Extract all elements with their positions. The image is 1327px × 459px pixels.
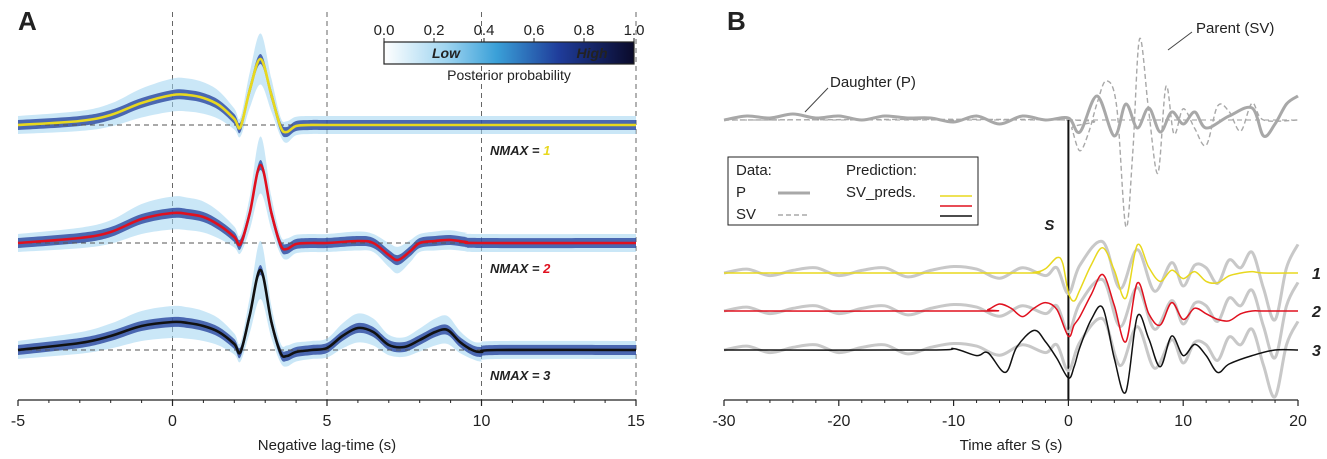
prediction-trace-2	[723, 273, 1298, 343]
series-line-nmax-3	[17, 268, 637, 359]
colorbar-tick-label: 0.0	[374, 22, 395, 39]
series-label-nmax-1: NMAX = 1	[490, 143, 550, 158]
colorbar-title: Posterior probability	[447, 67, 571, 83]
daughter-pointer	[804, 87, 829, 113]
legend-data-title: Data:	[736, 162, 772, 179]
colorbar-tick-label: 0.8	[574, 22, 595, 39]
observed-p-trace	[723, 316, 1300, 399]
colorbar-low-label: Low	[432, 45, 461, 61]
parent-sv-trace	[723, 37, 1299, 228]
series-line-nmax-1	[17, 57, 636, 134]
prediction-trace-3	[723, 305, 1299, 394]
x-tick-label: -5	[11, 413, 25, 430]
panel-letter-a: A	[18, 6, 37, 36]
series-label-index: 3	[543, 368, 551, 383]
posterior-band-core	[18, 264, 636, 362]
legend-data-sv: SV	[736, 206, 756, 223]
legend-pred-label: SV_preds.	[846, 184, 916, 201]
parent-pointer	[1167, 31, 1193, 51]
colorbar	[383, 41, 635, 65]
series-line-nmax-2	[17, 163, 637, 262]
observed-p-trace	[723, 277, 1300, 360]
posterior-band-core	[18, 160, 636, 266]
panel-b: B Daughter (P) Parent (SV) S Data: P SV Predict…	[712, 6, 1321, 454]
x-tick-label: 10	[473, 413, 491, 430]
daughter-annotation: Daughter (P)	[830, 74, 916, 91]
trace-label-2: 2	[1311, 304, 1321, 321]
x-tick-label: 0	[168, 413, 177, 430]
x-tick-label-b: -30	[712, 413, 735, 430]
series-label-nmax-2: NMAX = 2	[490, 261, 551, 276]
colorbar-tick-label: 0.4	[474, 22, 495, 39]
series-label-prefix: NMAX =	[490, 261, 543, 276]
trace-label-3: 3	[1312, 343, 1321, 360]
x-axis-label: Negative lag-time (s)	[258, 437, 396, 454]
posterior-band-core	[18, 53, 636, 138]
posterior-band-outer	[18, 240, 636, 367]
prediction-trace-1	[723, 243, 1299, 302]
parent-annotation: Parent (SV)	[1196, 20, 1274, 37]
trace-label-1: 1	[1312, 266, 1321, 283]
s-marker-label: S	[1044, 217, 1054, 234]
colorbar-tick-label: 0.6	[524, 22, 545, 39]
x-tick-label: 15	[627, 413, 645, 430]
legend-box	[727, 156, 979, 226]
series-label-prefix: NMAX =	[490, 368, 543, 383]
series-label-index: 1	[543, 143, 550, 158]
x-tick-label-b: 0	[1064, 413, 1073, 430]
panel-letter-b: B	[727, 6, 746, 36]
legend-pred-title: Prediction:	[846, 162, 917, 179]
x-tick-label-b: 10	[1174, 413, 1192, 430]
legend-data-p: P	[736, 184, 746, 201]
series-label-prefix: NMAX =	[490, 143, 543, 158]
colorbar-high-label: High	[576, 45, 607, 61]
series-label-index: 2	[542, 261, 551, 276]
x-tick-label-b: 20	[1289, 413, 1307, 430]
x-axis-label-b: Time after S (s)	[960, 437, 1063, 454]
x-tick-label-b: -20	[827, 413, 850, 430]
daughter-p-trace	[723, 94, 1299, 138]
x-tick-label-b: -10	[942, 413, 965, 430]
series-label-nmax-3: NMAX = 3	[490, 368, 551, 383]
colorbar-tick-label: 0.2	[424, 22, 445, 39]
colorbar-tick-label: 1.0	[624, 22, 645, 39]
x-tick-label: 5	[323, 413, 332, 430]
